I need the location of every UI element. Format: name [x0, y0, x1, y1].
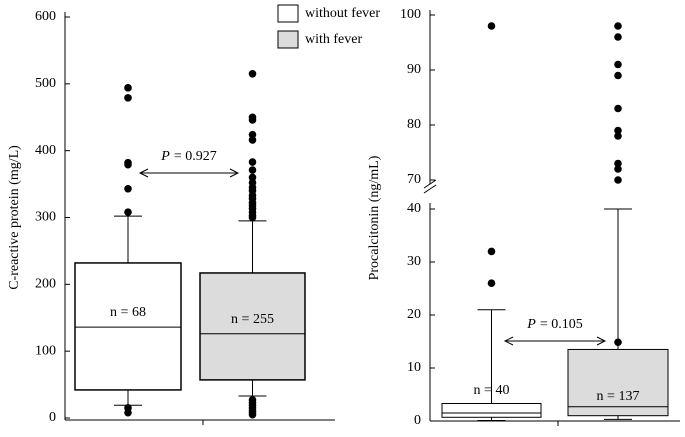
outlier	[248, 213, 257, 222]
box	[441, 403, 542, 418]
y-tick-label: 200	[35, 277, 56, 292]
outlier	[614, 33, 622, 41]
axis-break	[423, 179, 437, 189]
y-tick-label: 90	[407, 62, 421, 77]
y-tick-label: 70	[407, 172, 421, 187]
y-tick-label: 100	[35, 343, 56, 358]
y-tick-label: 0	[414, 413, 421, 428]
outlier	[124, 184, 132, 193]
y-axis-label: C-reactive protein (mg/L)	[7, 145, 22, 290]
legend-label: with fever	[305, 32, 362, 47]
outlier	[614, 104, 622, 113]
outlier	[614, 126, 622, 135]
outlier	[614, 71, 622, 80]
outlier	[248, 173, 257, 182]
arrow-head	[503, 336, 514, 346]
outlier	[248, 166, 257, 174]
p-text: = 0.105	[540, 317, 583, 332]
outlier	[248, 410, 257, 419]
y-tick-label: 0	[49, 410, 56, 425]
p-value: P = 0.105	[526, 317, 582, 332]
y-tick-label: 600	[35, 9, 56, 24]
outlier	[124, 408, 132, 417]
outlier	[124, 208, 132, 216]
p-value: P = 0.927	[160, 149, 216, 164]
legend-swatch	[277, 30, 299, 49]
y-tick-label: 10	[407, 360, 421, 375]
box	[199, 272, 306, 381]
legend-swatch	[277, 4, 299, 23]
outlier	[124, 160, 132, 169]
outlier	[124, 94, 132, 102]
p-text: = 0.927	[174, 149, 217, 164]
y-tick-label: 80	[407, 117, 421, 132]
outlier	[614, 60, 622, 69]
outlier	[124, 84, 132, 92]
outlier	[614, 22, 622, 30]
arrow-head	[596, 336, 607, 346]
outlier	[248, 130, 257, 139]
n-label: n = 68	[110, 305, 146, 320]
axis-break	[423, 184, 437, 194]
outlier	[248, 136, 257, 144]
y-tick-label: 20	[407, 307, 421, 322]
legend-label: without fever	[305, 6, 380, 21]
y-tick-label: 100	[400, 7, 421, 22]
n-label: n = 255	[231, 312, 274, 327]
outlier	[248, 70, 257, 78]
outlier	[487, 22, 496, 30]
outlier	[248, 158, 257, 166]
p-symbol: P	[526, 317, 536, 332]
y-tick-label: 300	[35, 210, 56, 225]
outlier	[614, 176, 622, 184]
n-label: n = 40	[474, 383, 510, 398]
outlier	[487, 279, 496, 288]
box	[74, 262, 182, 391]
n-label: n = 137	[597, 389, 640, 404]
arrow-head	[138, 168, 149, 178]
y-tick-label: 40	[407, 201, 421, 216]
p-symbol: P	[160, 149, 170, 164]
y-tick-label: 500	[35, 76, 56, 91]
y-axis-label: Procalcitonin (ng/mL)	[367, 155, 382, 280]
y-tick-label: 400	[35, 143, 56, 158]
outlier	[248, 116, 257, 124]
arrow-head	[229, 168, 240, 178]
outlier	[614, 159, 622, 168]
outlier	[614, 338, 622, 347]
box	[567, 348, 669, 417]
outlier	[614, 132, 622, 140]
outlier	[487, 247, 496, 256]
y-tick-label: 30	[407, 254, 421, 269]
outlier	[614, 165, 622, 173]
